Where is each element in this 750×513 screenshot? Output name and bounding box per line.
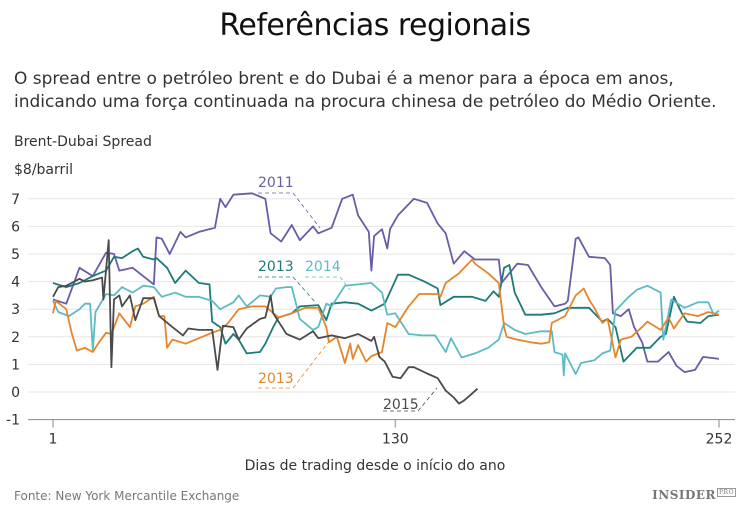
y-tick-label: 1 (11, 357, 20, 373)
series-line-2013-3 (52, 258, 720, 364)
x-tick-label: 1 (49, 432, 58, 448)
brand-name: INSIDER (652, 488, 717, 502)
series-label: 2013 (258, 259, 294, 275)
label-leader-line (383, 387, 438, 412)
y-tick-label: 0 (11, 385, 20, 401)
label-leader-line (258, 276, 317, 304)
x-axis: 1 130 252 (28, 419, 735, 448)
label-leader-line (258, 339, 331, 389)
source-note: Fonte: New York Mercantile Exchange (14, 489, 240, 503)
chart-title-heading: Referências regionais (219, 8, 531, 43)
label-leader-line (258, 192, 321, 229)
series-title: Brent-Dubai Spread (14, 134, 152, 150)
y-tick-label: 5 (11, 247, 20, 263)
y-tick-label: 7 (11, 192, 20, 208)
x-axis-label: Dias de trading desde o início do ano (245, 458, 506, 474)
y-tick-label: 2 (11, 330, 20, 346)
label-leader-line (305, 276, 351, 291)
series-line-2015-4 (52, 239, 479, 405)
y-tick-label: 4 (11, 275, 20, 291)
series-label: 2013 (258, 371, 294, 387)
series-label: 2014 (305, 259, 341, 275)
y-axis-label: $8/barril (14, 162, 74, 178)
series-label: 2011 (258, 175, 294, 191)
brand-logo: INSIDER PRO (652, 488, 736, 502)
chart-subtitle: O spread entre o petróleo brent e do Dub… (14, 69, 717, 112)
series-lines (52, 192, 720, 405)
series-labels: 2011 2013 2014 2013 2015 (258, 175, 438, 413)
y-tick-label: 3 (11, 302, 20, 318)
x-tick-label: 130 (382, 432, 409, 448)
y-tick-label: -1 (6, 413, 20, 429)
gridlines: -1 0 1 2 3 4 5 6 7 (6, 192, 735, 429)
brand-tag: PRO (717, 488, 736, 497)
x-tick-label: 252 (706, 432, 733, 448)
y-tick-label: 6 (11, 219, 20, 235)
series-label: 2015 (383, 397, 419, 413)
series-line-2014-2 (52, 282, 720, 377)
